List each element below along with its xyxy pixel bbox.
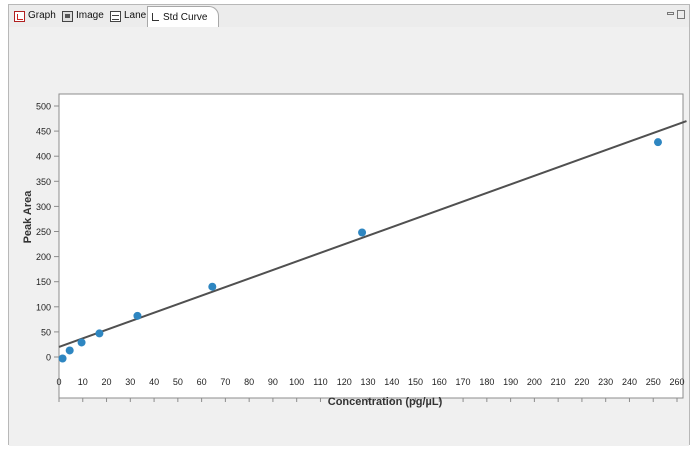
x-tick-label: 10: [78, 377, 88, 387]
fit-line: [58, 120, 687, 348]
tab-graph[interactable]: Graph: [11, 6, 59, 26]
data-point: [358, 228, 367, 237]
image-icon: [62, 10, 73, 22]
y-tick-label: 200: [36, 252, 51, 262]
x-tick-label: 100: [289, 377, 304, 387]
tab-image-label: Image: [76, 10, 104, 21]
x-tick-label: 80: [244, 377, 254, 387]
x-tick-label: 260: [669, 377, 684, 387]
x-tick-label: 220: [574, 377, 589, 387]
data-point: [208, 282, 217, 291]
y-tick-label: 50: [41, 327, 51, 337]
data-point: [653, 138, 662, 147]
x-tick-label: 180: [479, 377, 494, 387]
graph-icon: [14, 10, 25, 22]
x-tick-label: 120: [337, 377, 352, 387]
x-tick-label: 170: [456, 377, 471, 387]
y-tick-label: 100: [36, 302, 51, 312]
y-tick-label: 0: [46, 353, 51, 363]
tab-std-curve[interactable]: Std Curve: [147, 6, 219, 28]
lane-icon: [110, 10, 121, 22]
y-tick-label: 400: [36, 152, 51, 162]
data-point: [95, 329, 104, 338]
x-tick-label: 30: [125, 377, 135, 387]
chart-panel: 0 50 100 150 200 250 300 350 400 450 500 0 10 20 30 40…: [9, 27, 689, 446]
x-axis-ticks: 0 10 20 30 40 50 60 70 80 90 100 110 120 130 140 150 160…: [56, 377, 685, 402]
x-tick-label: 160: [432, 377, 447, 387]
data-points: [58, 138, 662, 363]
tab-graph-label: Graph: [28, 10, 56, 21]
y-tick-label: 250: [36, 227, 51, 237]
x-axis-label: Concentration (pg/µL): [328, 396, 443, 408]
maximize-icon[interactable]: [677, 10, 685, 19]
x-tick-label: 230: [598, 377, 613, 387]
y-tick-label: 150: [36, 277, 51, 287]
y-tick-label: 500: [36, 102, 51, 112]
y-axis-label: Peak Area: [22, 190, 34, 244]
x-tick-label: 90: [268, 377, 278, 387]
x-tick-label: 0: [56, 377, 61, 387]
tab-bar: Graph Image Lane Std Curve: [9, 5, 689, 28]
plot-area: [58, 93, 684, 399]
x-tick-label: 240: [622, 377, 637, 387]
x-tick-label: 50: [173, 377, 183, 387]
fit-line-group: [58, 120, 687, 348]
tab-image[interactable]: Image: [59, 6, 107, 26]
y-axis-ticks: 0 50 100 150 200 250 300 350 400 450 500: [36, 102, 59, 363]
tab-lane-label: Lane: [124, 10, 147, 21]
x-tick-label: 150: [408, 377, 423, 387]
std-curve-chart: 0 50 100 150 200 250 300 350 400 450 500 0 10 20 30 40…: [22, 93, 687, 408]
x-tick-label: 190: [503, 377, 518, 387]
minimize-icon[interactable]: [667, 12, 674, 15]
x-tick-label: 60: [197, 377, 207, 387]
std-curve-window: Graph Image Lane Std Curve 0 50 100 150 200 2…: [8, 4, 690, 446]
data-point: [133, 311, 142, 320]
x-tick-label: 140: [384, 377, 399, 387]
y-tick-label: 300: [36, 202, 51, 212]
tab-lane[interactable]: Lane: [107, 6, 149, 26]
x-tick-label: 200: [527, 377, 542, 387]
window-controls: [667, 10, 685, 19]
x-tick-label: 70: [220, 377, 230, 387]
data-point: [65, 346, 74, 355]
data-point: [77, 338, 86, 347]
x-tick-label: 110: [313, 377, 327, 387]
data-point: [58, 354, 67, 363]
x-tick-label: 250: [646, 377, 661, 387]
std-curve-icon: [151, 12, 160, 23]
tab-std-curve-label: Std Curve: [163, 11, 208, 23]
x-tick-label: 40: [149, 377, 159, 387]
x-tick-label: 130: [360, 377, 375, 387]
x-tick-label: 210: [551, 377, 566, 387]
x-tick-label: 20: [102, 377, 112, 387]
y-tick-label: 350: [36, 177, 51, 187]
y-tick-label: 450: [36, 127, 51, 137]
